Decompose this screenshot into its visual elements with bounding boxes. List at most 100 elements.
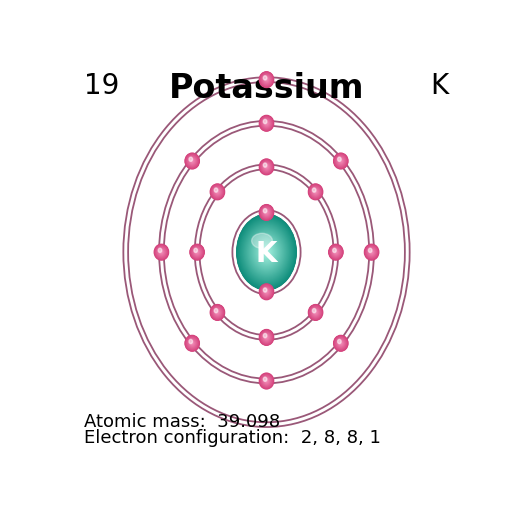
Ellipse shape xyxy=(337,158,344,165)
Ellipse shape xyxy=(252,233,281,271)
Ellipse shape xyxy=(338,158,344,164)
Ellipse shape xyxy=(263,163,270,170)
Ellipse shape xyxy=(214,308,222,317)
Ellipse shape xyxy=(261,206,272,219)
Ellipse shape xyxy=(261,161,272,173)
Ellipse shape xyxy=(243,222,290,282)
Ellipse shape xyxy=(213,187,222,197)
Ellipse shape xyxy=(211,184,224,199)
Ellipse shape xyxy=(263,334,267,338)
Ellipse shape xyxy=(255,237,278,267)
Ellipse shape xyxy=(264,378,269,384)
Ellipse shape xyxy=(264,77,269,83)
Ellipse shape xyxy=(264,289,269,294)
Ellipse shape xyxy=(259,284,274,299)
Ellipse shape xyxy=(265,290,268,294)
Ellipse shape xyxy=(334,336,347,351)
Text: 19: 19 xyxy=(84,72,120,100)
Ellipse shape xyxy=(335,155,346,167)
Ellipse shape xyxy=(264,379,269,384)
Ellipse shape xyxy=(193,248,201,256)
Ellipse shape xyxy=(259,330,274,345)
Ellipse shape xyxy=(264,164,269,169)
Ellipse shape xyxy=(262,208,271,218)
Ellipse shape xyxy=(264,289,269,295)
Ellipse shape xyxy=(261,375,272,387)
Ellipse shape xyxy=(338,340,344,347)
Ellipse shape xyxy=(253,235,280,269)
Ellipse shape xyxy=(263,333,270,342)
Ellipse shape xyxy=(244,225,289,280)
Ellipse shape xyxy=(340,342,342,344)
Ellipse shape xyxy=(313,188,316,192)
Ellipse shape xyxy=(249,230,284,274)
Ellipse shape xyxy=(246,226,287,278)
Ellipse shape xyxy=(242,221,291,283)
Ellipse shape xyxy=(256,239,277,265)
Ellipse shape xyxy=(331,247,341,258)
Ellipse shape xyxy=(311,187,319,196)
Ellipse shape xyxy=(339,159,343,163)
Ellipse shape xyxy=(190,159,194,163)
Ellipse shape xyxy=(261,285,272,298)
Ellipse shape xyxy=(252,234,281,270)
Ellipse shape xyxy=(252,234,281,270)
Ellipse shape xyxy=(266,291,267,292)
Ellipse shape xyxy=(215,310,219,315)
Ellipse shape xyxy=(196,251,199,254)
Ellipse shape xyxy=(264,164,269,169)
Ellipse shape xyxy=(262,246,271,258)
Text: K: K xyxy=(431,72,449,100)
Ellipse shape xyxy=(156,246,167,258)
Ellipse shape xyxy=(263,163,270,171)
Ellipse shape xyxy=(264,164,269,170)
Ellipse shape xyxy=(261,161,272,173)
Ellipse shape xyxy=(370,250,373,254)
Ellipse shape xyxy=(315,311,317,314)
Ellipse shape xyxy=(187,338,197,349)
Ellipse shape xyxy=(191,160,193,163)
Ellipse shape xyxy=(262,74,271,85)
Ellipse shape xyxy=(239,218,294,286)
Ellipse shape xyxy=(186,154,199,168)
Ellipse shape xyxy=(195,250,199,254)
Text: Electron configuration:  2, 8, 8, 1: Electron configuration: 2, 8, 8, 1 xyxy=(84,428,381,447)
Ellipse shape xyxy=(314,311,317,314)
Ellipse shape xyxy=(332,248,340,256)
Ellipse shape xyxy=(265,78,268,81)
Ellipse shape xyxy=(265,379,268,383)
Ellipse shape xyxy=(265,122,268,125)
Ellipse shape xyxy=(257,241,276,264)
Ellipse shape xyxy=(339,341,343,345)
Ellipse shape xyxy=(367,247,376,258)
Ellipse shape xyxy=(192,246,202,258)
Ellipse shape xyxy=(263,209,270,216)
Ellipse shape xyxy=(160,250,163,254)
Ellipse shape xyxy=(264,335,269,340)
Ellipse shape xyxy=(334,335,348,351)
Ellipse shape xyxy=(264,335,269,340)
Ellipse shape xyxy=(340,160,342,163)
Ellipse shape xyxy=(247,228,286,277)
Ellipse shape xyxy=(242,220,291,284)
Ellipse shape xyxy=(264,120,269,126)
Ellipse shape xyxy=(261,285,272,299)
Ellipse shape xyxy=(157,247,166,258)
Ellipse shape xyxy=(213,307,223,318)
Ellipse shape xyxy=(192,247,202,258)
Ellipse shape xyxy=(194,249,200,255)
Ellipse shape xyxy=(265,250,268,254)
Ellipse shape xyxy=(190,159,194,163)
Ellipse shape xyxy=(157,247,166,257)
Ellipse shape xyxy=(266,212,267,213)
Ellipse shape xyxy=(335,154,346,167)
Ellipse shape xyxy=(310,306,321,319)
Ellipse shape xyxy=(263,76,270,83)
Ellipse shape xyxy=(189,340,195,347)
Ellipse shape xyxy=(212,186,223,198)
Ellipse shape xyxy=(262,375,271,387)
Ellipse shape xyxy=(311,307,320,318)
Ellipse shape xyxy=(265,380,268,383)
Ellipse shape xyxy=(262,332,271,342)
Ellipse shape xyxy=(314,190,317,194)
